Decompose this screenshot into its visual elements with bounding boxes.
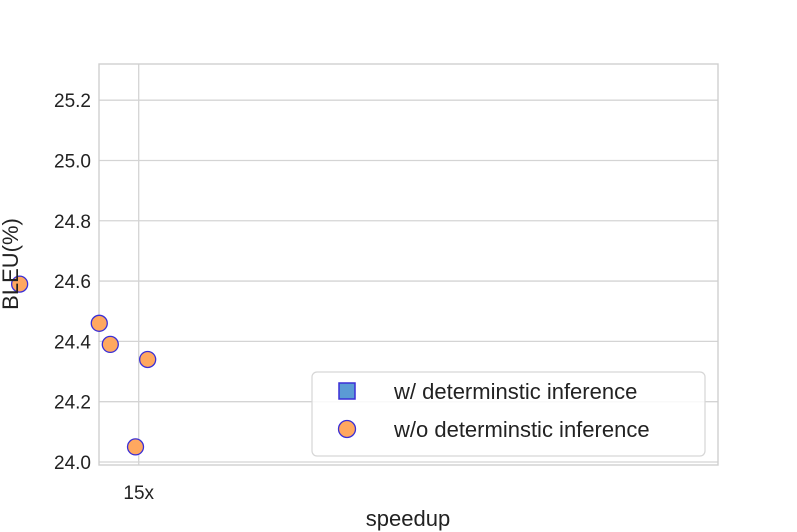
y-axis-title: BLEU(%) (0, 218, 23, 310)
axis-ticks: 24.024.224.424.624.825.025.215x10x8x6x5x… (54, 91, 154, 504)
legend-label-deterministic: w/ determinstic inference (393, 379, 637, 404)
legend-label-non-deterministic: w/o determinstic inference (393, 417, 650, 442)
data-point-circle (126, 438, 145, 456)
x-axis-title: speedup (366, 506, 450, 531)
legend-marker-square (338, 382, 356, 400)
data-marks (10, 275, 157, 456)
legend-marker-circle (337, 419, 357, 439)
data-point-circle (10, 275, 29, 293)
plot-area-frame (98, 63, 719, 466)
y-tick-label: 24.4 (54, 332, 91, 353)
x-tick-label: 15x (123, 483, 154, 504)
data-point-circle (139, 350, 157, 369)
y-tick-label: 24.2 (54, 393, 91, 414)
y-tick-label: 24.0 (54, 453, 91, 474)
y-tick-label: 25.2 (54, 91, 91, 112)
legend: w/ determinstic inference w/o determinst… (311, 371, 706, 457)
y-tick-label: 25.0 (54, 151, 91, 172)
data-point-circle (90, 314, 108, 332)
data-point-circle (101, 335, 119, 354)
y-tick-label: 24.8 (54, 212, 91, 233)
legend-box (311, 371, 706, 457)
y-tick-label: 24.6 (54, 272, 91, 293)
